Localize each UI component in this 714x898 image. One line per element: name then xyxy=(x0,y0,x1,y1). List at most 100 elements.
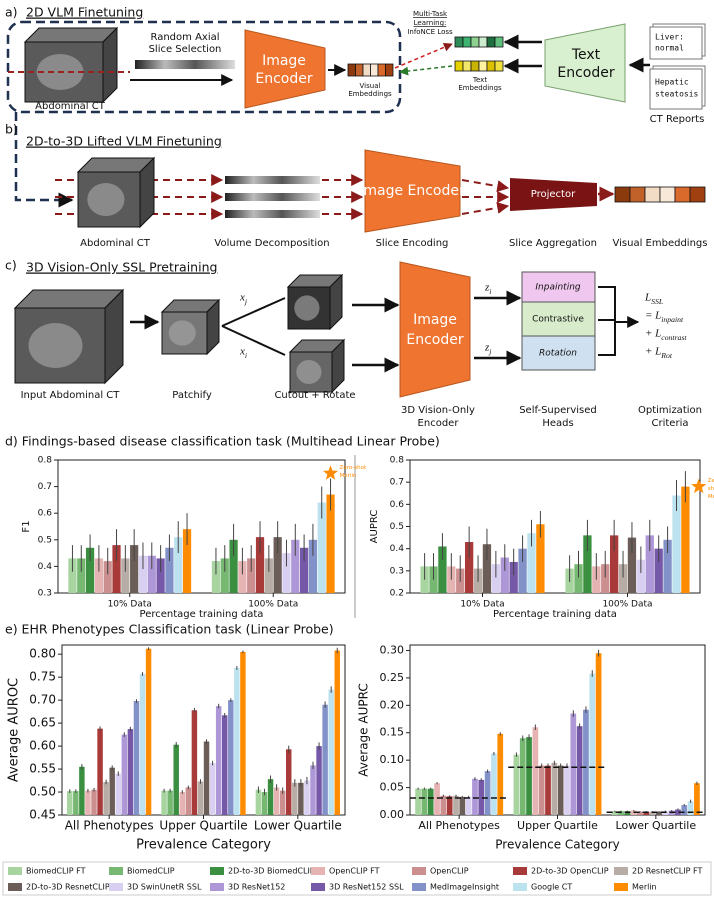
label: Text xyxy=(472,76,487,84)
bar xyxy=(334,650,340,815)
annotation: Merlin xyxy=(340,473,357,479)
x-axis-label: Percentage training data xyxy=(140,609,264,620)
embedding-cell xyxy=(478,60,488,72)
bar xyxy=(130,545,139,593)
report xyxy=(649,26,703,60)
label: Learning: xyxy=(414,19,447,27)
bar xyxy=(440,795,447,815)
math: xj xyxy=(239,292,247,307)
x-tick-label: Lower Quartile xyxy=(254,819,342,833)
legend-swatch xyxy=(210,883,224,891)
annotation: Zero-shot xyxy=(340,465,367,471)
label: Abdominal CT xyxy=(80,238,151,249)
panel-title: 2D-to-3D Lifted VLM Finetuning xyxy=(26,134,222,149)
legend-label: 2D-to-3D BiomedCLIP xyxy=(228,867,315,876)
slice xyxy=(225,176,320,184)
y-tick-label: 0.50 xyxy=(29,785,56,799)
bar xyxy=(518,548,527,593)
bar xyxy=(627,537,637,593)
embedding-cell xyxy=(486,36,496,48)
annotation: Zero- xyxy=(708,478,714,484)
bar xyxy=(526,737,532,815)
label: Patchify xyxy=(172,390,212,401)
bar xyxy=(161,790,167,815)
y-tick-label: 0.6 xyxy=(38,509,53,519)
slice xyxy=(225,193,320,201)
bar xyxy=(656,811,662,815)
math: xi xyxy=(239,346,247,361)
image-encoder xyxy=(244,29,326,109)
bar xyxy=(601,564,610,593)
group-border xyxy=(6,20,402,114)
bracket xyxy=(598,286,616,356)
legend-label: Merlin xyxy=(632,883,657,892)
label: Slice Encoding xyxy=(376,238,449,249)
bar xyxy=(636,559,646,593)
bar xyxy=(103,781,109,815)
embedding-cell xyxy=(454,60,464,72)
panel-title: d) Findings-based disease classification… xyxy=(5,434,440,449)
embedding-cell xyxy=(370,63,379,77)
y-axis-label: Average AUPRC xyxy=(357,683,371,776)
bar xyxy=(298,782,304,815)
label: Text xyxy=(571,47,601,63)
bar xyxy=(589,673,596,815)
bar xyxy=(681,805,688,815)
label: Multi-Task xyxy=(413,10,448,18)
bar xyxy=(145,648,152,815)
bar xyxy=(156,558,165,593)
label: InfoNCE Loss xyxy=(407,28,453,36)
slice xyxy=(135,60,235,69)
math: LSSL xyxy=(644,292,663,307)
y-tick-label: 0.2 xyxy=(390,589,404,599)
bar xyxy=(165,547,174,593)
math: zi xyxy=(484,282,491,297)
panel-title: 3D Vision-Only SSL Pretraining xyxy=(26,260,217,275)
label: Inpainting xyxy=(535,283,581,293)
y-tick-label: 0.8 xyxy=(390,456,405,466)
bar xyxy=(663,539,672,593)
bar xyxy=(434,783,440,815)
legend-swatch xyxy=(109,867,123,875)
panel-label: b) xyxy=(5,122,18,137)
y-tick-label: 0.05 xyxy=(380,781,405,794)
bar xyxy=(240,651,246,815)
bar xyxy=(299,547,309,593)
bar xyxy=(121,558,130,593)
y-tick-label: 0.30 xyxy=(380,643,405,656)
bar xyxy=(282,553,291,593)
label: Input Abdominal CT xyxy=(21,390,121,401)
label: Image xyxy=(413,312,457,328)
charts: 0.3 0.4 0.5 0.6 0.7 0.8 10% Data 100% Data Zero-… xyxy=(2,456,714,896)
bar xyxy=(509,561,518,593)
y-tick-label: 0.45 xyxy=(29,808,56,822)
bar xyxy=(570,713,577,815)
legend-swatch xyxy=(513,867,527,875)
bar xyxy=(167,790,173,815)
plot-frame xyxy=(57,459,346,594)
text-encoder xyxy=(544,23,626,103)
label: Rotation xyxy=(539,349,577,359)
bar xyxy=(574,564,583,593)
arrow xyxy=(221,297,286,327)
label: Random Axial xyxy=(150,32,219,43)
bar xyxy=(228,700,234,815)
label: Embeddings xyxy=(348,90,392,98)
legend-swatch xyxy=(210,867,224,875)
bar xyxy=(618,564,628,593)
label: Encoder xyxy=(557,65,614,81)
bar xyxy=(576,726,583,815)
report xyxy=(649,68,703,110)
bar xyxy=(645,535,654,593)
legend-label: OpenCLIP xyxy=(430,867,469,876)
bar xyxy=(264,558,273,593)
bar xyxy=(85,547,95,593)
bar xyxy=(316,746,322,815)
bar xyxy=(672,495,681,593)
legend-swatch xyxy=(412,883,426,891)
bar xyxy=(637,811,643,815)
x-tick-label: 100% Data xyxy=(248,600,298,610)
bar xyxy=(94,558,104,593)
cube-texture xyxy=(168,320,196,346)
bar xyxy=(500,557,509,593)
